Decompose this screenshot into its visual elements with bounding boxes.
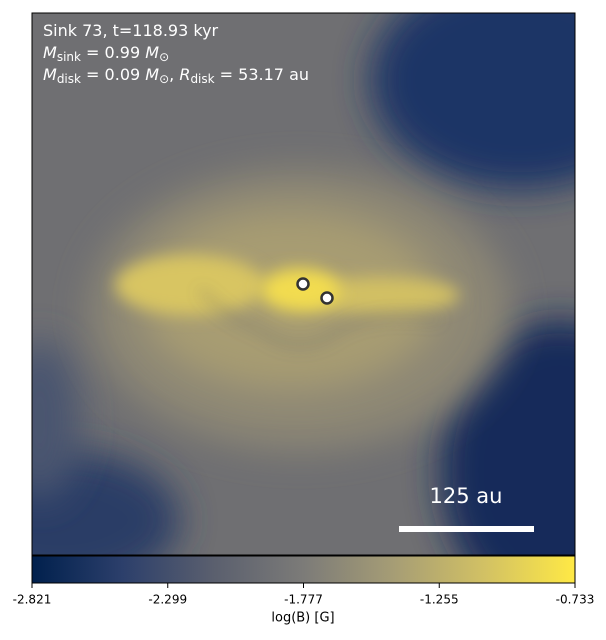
- annotation-part: M: [145, 65, 159, 84]
- annotation: Msink = 0.99 M⊙: [43, 43, 169, 64]
- annotation-part: = 0.09: [81, 65, 145, 84]
- annotation-part: R: [179, 65, 190, 84]
- colorbar-tick-label: -2.299: [148, 593, 187, 607]
- annotation-part: ⊙: [159, 50, 169, 64]
- colorbar: [31, 555, 576, 584]
- scale-bar-label: 125 au: [430, 484, 503, 508]
- annotation-part: M: [43, 43, 57, 62]
- annotation-part: ⊙: [159, 72, 169, 86]
- annotation-part: M: [145, 43, 159, 62]
- annotation-part: ,: [169, 65, 179, 84]
- annotation-part: = 53.17 au: [215, 65, 309, 84]
- annotation-part: sink: [57, 50, 81, 64]
- annotation-part: Sink 73, t=118.93 kyr: [43, 21, 219, 40]
- annotation-part: = 0.99: [81, 43, 145, 62]
- sink-marker: [296, 277, 310, 291]
- scale-bar: [399, 526, 534, 532]
- annotation-part: M: [43, 65, 57, 84]
- sink-marker: [320, 291, 334, 305]
- colorbar-tick-label: -0.733: [556, 593, 595, 607]
- annotation-part: disk: [57, 72, 81, 86]
- colorbar-label: log(B) [G]: [271, 611, 334, 626]
- field-image: [32, 13, 575, 555]
- colorbar-tick-label: -2.821: [13, 593, 52, 607]
- annotation-part: disk: [190, 72, 214, 86]
- annotation: Mdisk = 0.09 M⊙, Rdisk = 53.17 au: [43, 65, 309, 86]
- image-frame: [31, 12, 576, 556]
- colorbar-tick-label: -1.255: [420, 593, 459, 607]
- annotation: Sink 73, t=118.93 kyr: [43, 21, 219, 40]
- colorbar-tick-label: -1.777: [284, 593, 323, 607]
